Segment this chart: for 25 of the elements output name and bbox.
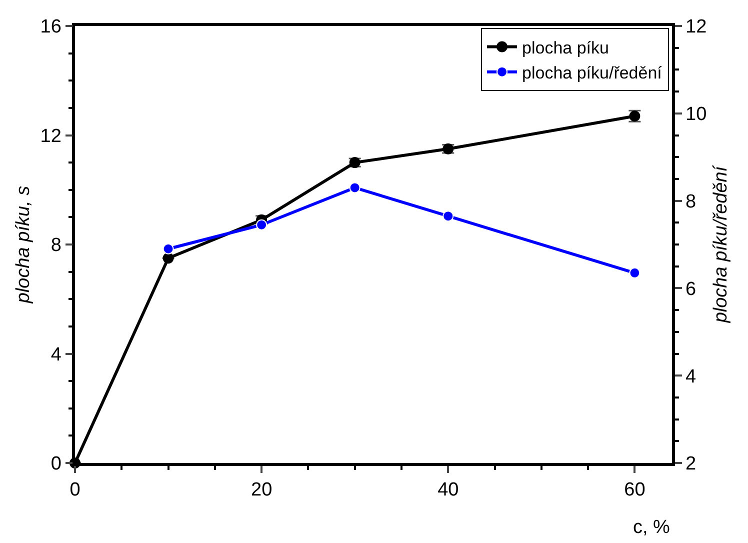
point bbox=[629, 267, 640, 278]
y-tick-label: 0 bbox=[50, 454, 62, 475]
y2-tick-label: 4 bbox=[686, 366, 697, 388]
legend-label: plocha píku bbox=[522, 38, 609, 58]
point bbox=[442, 210, 454, 222]
y-tick-label: 8 bbox=[50, 235, 62, 256]
y-tick-label: 16 bbox=[40, 16, 62, 38]
x-tick-label: 0 bbox=[70, 480, 80, 501]
y-axis-title: plocha píku, s bbox=[13, 185, 34, 304]
y2-tick-label: 10 bbox=[686, 104, 707, 126]
legend-label: plocha píku/ředění bbox=[522, 63, 662, 82]
y2-tick-label: 12 bbox=[686, 16, 707, 38]
point bbox=[349, 182, 360, 194]
x-axis-title: c, % bbox=[633, 517, 670, 538]
y-tick-label: 4 bbox=[50, 344, 62, 366]
y2-tick-label: 2 bbox=[686, 454, 696, 475]
point bbox=[162, 243, 174, 254]
x-tick-label: 20 bbox=[250, 480, 272, 501]
y2-tick-label: 8 bbox=[686, 191, 696, 212]
point bbox=[256, 219, 268, 230]
x-tick-label: 60 bbox=[624, 480, 646, 501]
y-tick-label: 12 bbox=[40, 126, 62, 147]
x-tick-label: 40 bbox=[438, 480, 459, 501]
y2-tick-label: 6 bbox=[686, 278, 696, 300]
y2-axis-title: plocha píku/ředění bbox=[710, 164, 732, 324]
